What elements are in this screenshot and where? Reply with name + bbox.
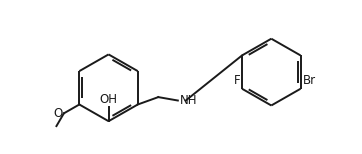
Text: NH: NH bbox=[180, 94, 197, 107]
Text: Br: Br bbox=[303, 74, 316, 87]
Text: F: F bbox=[233, 74, 240, 87]
Text: O: O bbox=[54, 107, 63, 120]
Text: OH: OH bbox=[100, 93, 118, 106]
